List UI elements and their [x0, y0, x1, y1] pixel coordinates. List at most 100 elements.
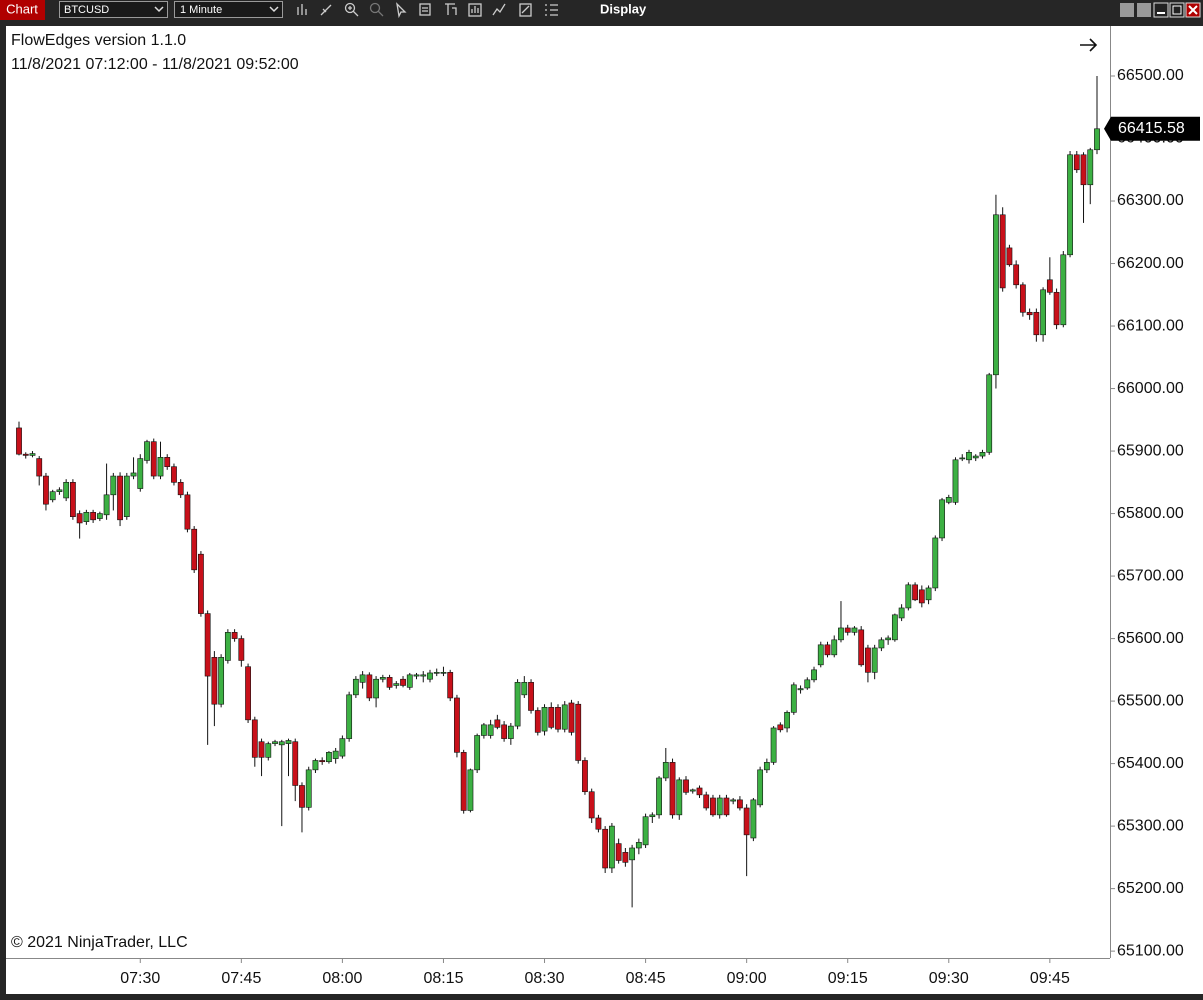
- frame-left: [0, 20, 6, 1000]
- candle-body: [925, 587, 932, 601]
- candle-body: [763, 762, 770, 771]
- candle-body: [555, 707, 561, 730]
- candle-body: [878, 639, 885, 649]
- candle-body: [750, 799, 757, 839]
- frame-top: [0, 20, 1203, 26]
- candle-body: [844, 627, 851, 633]
- candle-body: [278, 741, 285, 746]
- candle-body: [582, 760, 588, 793]
- candle-body: [979, 452, 986, 457]
- candle-body: [400, 678, 406, 686]
- x-tick-label: 09:30: [929, 970, 969, 987]
- candle-body: [56, 489, 63, 492]
- candle-body: [379, 677, 386, 680]
- frame-bottom: [0, 994, 1203, 1000]
- candle-body: [642, 816, 649, 846]
- candle-body: [43, 475, 49, 505]
- x-tick-label: 09:45: [1030, 970, 1070, 987]
- candle-body: [575, 703, 582, 761]
- candle-body: [1026, 311, 1033, 316]
- candle-body: [386, 677, 393, 688]
- window-buttons[interactable]: [1120, 2, 1201, 18]
- candle-body: [804, 679, 811, 689]
- y-tick-label: 65200.00: [1117, 880, 1184, 897]
- candles: [16, 76, 1100, 908]
- candle-body: [1073, 154, 1080, 171]
- y-tick-label: 66300.00: [1117, 192, 1184, 209]
- indicator-title: FlowEdges version 1.1.0: [11, 32, 186, 49]
- candle-body: [245, 666, 251, 721]
- instrument-select[interactable]: [59, 1, 168, 18]
- candle-body: [831, 639, 838, 656]
- display-menu[interactable]: Display: [600, 1, 647, 16]
- candle-body: [177, 482, 184, 496]
- candle-body: [838, 627, 844, 641]
- candle-body: [339, 738, 346, 757]
- candle-body: [595, 817, 602, 830]
- candle-body: [723, 797, 730, 816]
- candle-body: [986, 374, 993, 453]
- candle-body: [851, 627, 858, 633]
- candle-body: [730, 799, 737, 802]
- candle-body: [790, 684, 797, 713]
- candle-body: [945, 497, 952, 503]
- candle-body: [1094, 128, 1100, 151]
- candle-body: [204, 613, 211, 677]
- candle-body: [319, 760, 326, 763]
- candle-body: [615, 843, 622, 861]
- last-price-label: 66415.58: [1118, 120, 1185, 137]
- candle-body: [433, 672, 440, 674]
- candle-body: [689, 789, 696, 792]
- candle-body: [352, 678, 359, 696]
- candle-body: [656, 777, 662, 816]
- candle-body: [447, 672, 454, 699]
- x-tick-label: 09:00: [727, 970, 767, 987]
- candle-body: [743, 807, 750, 836]
- candle-body: [1006, 247, 1013, 266]
- candle-body: [588, 791, 595, 819]
- candle-body: [164, 457, 171, 467]
- chart-tab-label: Chart: [6, 1, 38, 16]
- candle-body: [959, 457, 966, 460]
- candle-body: [171, 466, 177, 483]
- candle-body: [871, 647, 878, 673]
- candle-body: [1060, 254, 1067, 326]
- candle-body: [393, 683, 400, 686]
- y-tick-label: 65300.00: [1117, 817, 1184, 834]
- candle-body: [22, 453, 29, 456]
- candle-body: [326, 752, 332, 763]
- date-range: 11/8/2021 07:12:00 - 11/8/2021 09:52:00: [11, 56, 299, 73]
- toolbar: [0, 0, 1203, 20]
- candle-body: [972, 455, 979, 459]
- candle-body: [770, 727, 777, 763]
- candle-body: [797, 688, 804, 691]
- candle-body: [1067, 154, 1073, 256]
- interval-select[interactable]: [174, 1, 283, 18]
- candle-body: [635, 842, 642, 849]
- candle-body: [649, 814, 656, 818]
- candle-body: [191, 528, 198, 571]
- candle-body: [487, 724, 494, 736]
- candle-body: [622, 852, 629, 863]
- candle-body: [1013, 264, 1020, 286]
- candle-body: [292, 741, 299, 786]
- y-tick-label: 66500.00: [1117, 67, 1184, 84]
- candle-body: [224, 632, 231, 661]
- candle-body: [373, 678, 379, 699]
- chart-tab[interactable]: [0, 0, 45, 20]
- toolbar-icons[interactable]: [297, 2, 558, 19]
- candle-body: [420, 674, 427, 677]
- candle-body: [198, 553, 204, 614]
- y-tick-label: 65600.00: [1117, 630, 1184, 647]
- candle-body: [211, 657, 218, 705]
- interval-label: 1 Minute: [180, 4, 222, 16]
- candle-body: [865, 647, 871, 673]
- dropdown-arrow: [154, 6, 164, 13]
- candle-body: [90, 512, 97, 521]
- candle-body: [932, 537, 939, 589]
- scroll-arrow[interactable]: [1080, 38, 1098, 52]
- candle-body: [784, 712, 790, 729]
- candle-body: [676, 779, 683, 816]
- candle-body: [258, 741, 265, 758]
